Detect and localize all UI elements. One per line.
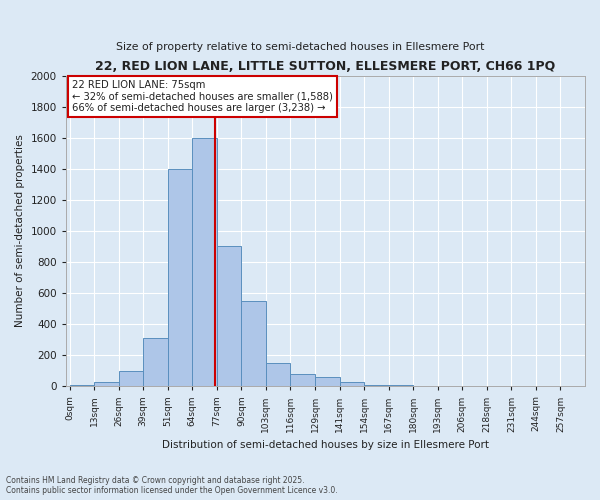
Bar	[217, 246, 241, 386]
Bar	[290, 374, 315, 386]
Bar	[266, 363, 290, 386]
Bar	[168, 169, 193, 386]
Text: 22 RED LION LANE: 75sqm
← 32% of semi-detached houses are smaller (1,588)
66% of: 22 RED LION LANE: 75sqm ← 32% of semi-de…	[73, 80, 334, 114]
Bar	[315, 377, 340, 386]
Y-axis label: Number of semi-detached properties: Number of semi-detached properties	[15, 134, 25, 328]
Bar	[340, 382, 364, 386]
Bar	[364, 384, 389, 386]
Bar	[193, 138, 217, 386]
Bar	[143, 338, 168, 386]
X-axis label: Distribution of semi-detached houses by size in Ellesmere Port: Distribution of semi-detached houses by …	[162, 440, 489, 450]
Title: 22, RED LION LANE, LITTLE SUTTON, ELLESMERE PORT, CH66 1PQ: 22, RED LION LANE, LITTLE SUTTON, ELLESM…	[95, 60, 556, 73]
Text: Contains HM Land Registry data © Crown copyright and database right 2025.
Contai: Contains HM Land Registry data © Crown c…	[6, 476, 338, 495]
Text: Size of property relative to semi-detached houses in Ellesmere Port: Size of property relative to semi-detach…	[116, 42, 484, 52]
Bar	[241, 301, 266, 386]
Bar	[94, 382, 119, 386]
Bar	[119, 370, 143, 386]
